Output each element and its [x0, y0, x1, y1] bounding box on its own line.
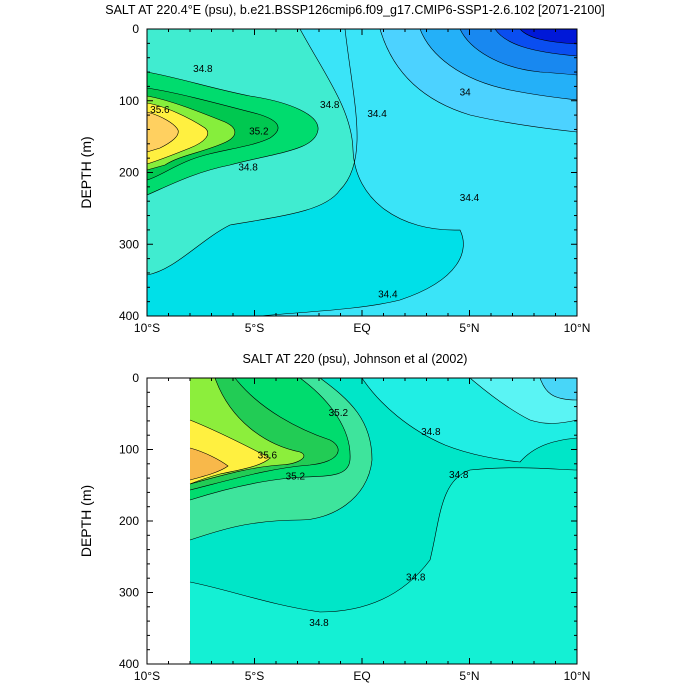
chart-title: SALT AT 220 (psu), Johnson et al (2002) — [243, 352, 468, 366]
y-axis-label: DEPTH (m) — [78, 485, 94, 557]
contour-line — [519, 28, 578, 45]
y-axis: 0 100 200 300 400 DEPTH (m) — [78, 371, 139, 671]
fill-34.7 — [190, 467, 577, 664]
contour-line — [146, 102, 209, 165]
chart-title: SALT AT 220.4°E (psu), b.e21.BSSP126cmip… — [105, 3, 605, 17]
contour-labels: 34.8 34.8 35.6 35.2 34.8 34.4 34 34.4 34… — [150, 64, 480, 300]
contour-label: 34.8 — [421, 427, 441, 438]
contour-line — [146, 95, 236, 171]
contour-label: 34.4 — [378, 289, 398, 300]
x-tick-label: 5°N — [459, 321, 479, 335]
y-axis: 0 100 200 300 400 DEPTH (m) — [78, 22, 139, 323]
filled-contours — [147, 29, 577, 316]
fill-35.8 — [147, 112, 179, 152]
y-tick-label: 300 — [119, 237, 139, 251]
contour-label: 35.2 — [329, 408, 349, 419]
x-tick-label: 10°S — [134, 321, 160, 335]
x-tick-label: 10°N — [564, 669, 591, 683]
contour-line — [539, 377, 578, 401]
x-tick-label: EQ — [353, 669, 370, 683]
contour-line — [259, 28, 464, 317]
contour-line — [189, 467, 578, 613]
x-tick-label: EQ — [353, 321, 370, 335]
y-axis-label: DEPTH (m) — [78, 136, 94, 208]
contour-label: 34 — [460, 88, 472, 99]
contour-line — [189, 419, 271, 485]
contour-line — [379, 28, 578, 133]
x-tick-label: 10°S — [134, 669, 160, 683]
contour-lines — [189, 377, 578, 613]
y-tick-label: 400 — [119, 309, 139, 323]
y-tick-label: 100 — [119, 94, 139, 108]
fill-34.2 — [540, 378, 577, 400]
y-tick-label: 300 — [119, 586, 139, 600]
contour-labels: 35.2 34.8 35.6 35.2 34.8 34.8 34.8 — [258, 408, 469, 629]
axis-ticks — [146, 28, 578, 317]
filled-contours — [190, 378, 577, 664]
y-tick-label: 100 — [119, 443, 139, 457]
contour-line — [146, 87, 279, 181]
contour-line — [469, 377, 578, 424]
contour-label: 34.4 — [367, 109, 387, 120]
y-tick-label: 200 — [119, 166, 139, 180]
contour-label: 34.8 — [449, 470, 469, 481]
y-tick-label: 0 — [132, 22, 139, 36]
x-tick-label: 5°S — [245, 321, 264, 335]
contour-line — [459, 28, 578, 76]
contour-label: 35.2 — [249, 126, 269, 137]
contour-label: 35.2 — [286, 471, 306, 482]
panel-bottom: SALT AT 220 (psu), Johnson et al (2002) — [78, 352, 590, 683]
contour-line — [146, 71, 319, 196]
x-tick-label: 5°S — [245, 669, 264, 683]
contour-label: 34.8 — [309, 618, 329, 629]
fill-35.8 — [190, 448, 228, 480]
y-tick-label: 400 — [119, 657, 139, 671]
panel-top: SALT AT 220.4°E (psu), b.e21.BSSP126cmip… — [78, 3, 605, 335]
x-axis: 10°S 5°S EQ 5°N 10°N — [134, 669, 590, 683]
contour-line — [189, 447, 229, 481]
contour-line — [189, 377, 339, 491]
contour-label: 35.6 — [258, 451, 278, 462]
contour-label: 34.8 — [193, 64, 213, 75]
contour-line — [189, 377, 351, 501]
contour-line — [189, 377, 373, 541]
contour-line — [419, 28, 578, 101]
contour-lines — [146, 28, 578, 317]
contour-line — [361, 377, 578, 463]
x-axis: 10°S 5°S EQ 5°N 10°N — [134, 321, 590, 335]
contour-line — [146, 111, 179, 153]
x-tick-label: 10°N — [564, 321, 591, 335]
y-tick-label: 0 — [132, 371, 139, 385]
contour-label: 35.6 — [150, 105, 170, 116]
contour-label: 34.4 — [460, 193, 480, 204]
axis-ticks — [146, 377, 578, 665]
contour-label: 34.8 — [406, 572, 426, 583]
fill-33.4 — [520, 29, 577, 44]
contour-line — [494, 28, 578, 57]
x-tick-label: 5°N — [459, 669, 479, 683]
contour-label: 34.8 — [320, 100, 340, 111]
y-tick-label: 200 — [119, 514, 139, 528]
contour-line — [146, 28, 358, 276]
contour-line — [189, 377, 305, 485]
contour-label: 34.8 — [238, 162, 258, 173]
